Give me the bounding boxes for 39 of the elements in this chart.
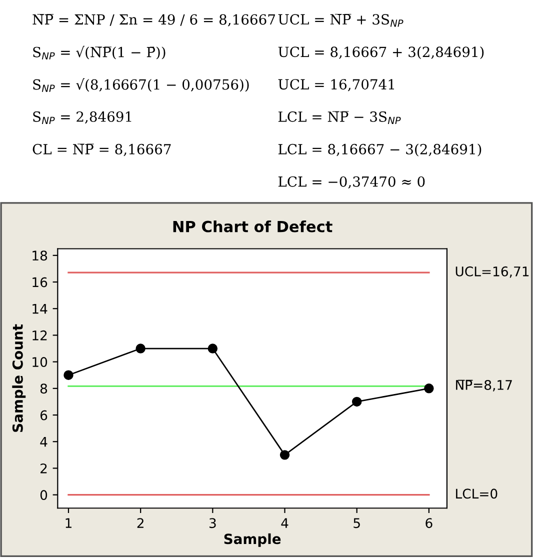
text: LCL = N̅P̅ − 3S$_{NP}$ (278, 111, 401, 124)
text: UCL = N̅P̅ + 3S$_{NP}$ (278, 14, 404, 27)
x-tick-label: 4 (281, 518, 288, 528)
text: CL = N̅P̅ = 8,16667 (32, 144, 171, 156)
point (136, 344, 146, 354)
y-tick-label: 10 (32, 357, 48, 368)
point (208, 344, 218, 354)
x-tick-label: 1 (66, 518, 72, 528)
y-tick-label: 6 (40, 410, 48, 420)
y-tick-label: 0 (40, 490, 48, 500)
text: S$_{NP}$ = √(N̅P̅(1 − P̄)) (33, 46, 166, 60)
y-tick-label: 14 (32, 304, 48, 314)
text: UCL = 8,16667 + 3(2,84691) (278, 46, 484, 60)
y-tick-label: 4 (40, 437, 48, 447)
text: S$_{NP}$ = 2,84691 (33, 111, 132, 124)
point (64, 370, 74, 380)
y-tick-label: 2 (40, 463, 47, 474)
text: LCL = −0,37470 ≈ 0 (278, 176, 425, 189)
y-tick-label: 12 (32, 330, 47, 340)
text: UCL = 16,70741 (278, 79, 394, 92)
point (352, 396, 362, 407)
text: N̅P̅ = ΣNP / Σn = 49 / 6 = 8,16667 (32, 14, 275, 26)
x-tick-label: 5 (354, 518, 360, 528)
ref-line-label: N̅P̅=8,17 (456, 380, 512, 392)
x-axis-title: Sample (224, 533, 281, 547)
y-tick-label: 16 (32, 277, 48, 288)
text: S$_{NP}$ = √(8,16667(1 − 0,00756)) (33, 78, 249, 92)
chart-title: NP Chart of Defect (173, 220, 332, 232)
point (280, 450, 290, 460)
y-tick-label: 8 (40, 384, 48, 394)
text: LCL = 8,16667 − 3(2,84691) (278, 144, 482, 156)
y-tick-label: 18 (32, 250, 48, 261)
x-tick-label: 3 (209, 518, 216, 528)
point (424, 384, 434, 394)
y-axis-title: Sample Count (12, 324, 26, 432)
ref-line-label: LCL=0 (456, 488, 498, 499)
x-tick-label: 2 (137, 518, 144, 528)
x-tick-label: 6 (426, 518, 432, 528)
ref-line-label: UCL=16,71 (456, 266, 529, 278)
